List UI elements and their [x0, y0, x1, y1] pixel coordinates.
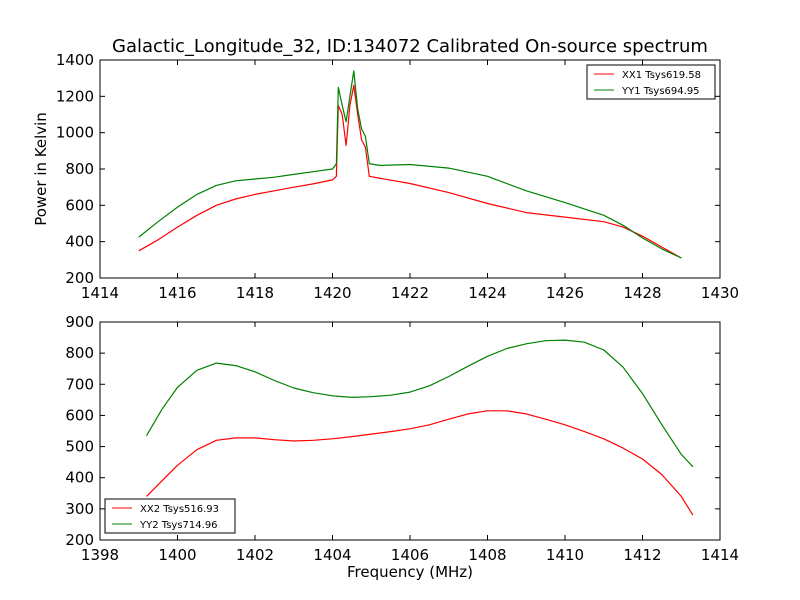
top-plot-x-tick-label: 1418 — [236, 284, 274, 302]
top-plot: Galactic_Longitude_32, ID:134072 Calibra… — [32, 36, 739, 302]
bottom-plot-y-tick-label: 200 — [65, 531, 94, 549]
top-plot-x-tick-label: 1420 — [313, 284, 351, 302]
top-plot-series-line-xx1 — [138, 84, 682, 259]
bottom-plot: 1398 1400 1402 1404 1406 1408 1410 1412 1414 200 3… — [65, 313, 739, 581]
top-plot-y-tick-label: 1200 — [56, 87, 94, 105]
bottom-plot-legend-box — [104, 498, 236, 534]
bottom-plot-ticks-group: 1398 1400 1402 1404 1406 1408 1410 1412 1414 200 3… — [65, 313, 739, 564]
bottom-plot-x-tick-label: 1406 — [391, 546, 429, 564]
bottom-plot-legend-label-xx2: XX2 Tsys516.93 — [140, 504, 219, 515]
top-plot-x-tick-label: 1422 — [391, 284, 429, 302]
top-plot-y-axis-label: Power in Kelvin — [32, 112, 50, 226]
top-plot-ticks-group: 1414 1416 1418 1420 1422 1424 1426 1428 1430 200 4… — [56, 51, 739, 302]
top-plot-y-tick-label: 800 — [65, 160, 94, 178]
bottom-plot-y-tick-label: 300 — [65, 500, 94, 518]
top-plot-x-tick-label: 1416 — [158, 284, 196, 302]
bottom-plot-y-tick-label: 500 — [65, 438, 94, 456]
bottom-plot-x-tick-label: 1414 — [701, 546, 739, 564]
top-plot-x-tick-label: 1426 — [546, 284, 584, 302]
top-plot-title: Galactic_Longitude_32, ID:134072 Calibra… — [112, 36, 708, 57]
top-plot-legend-label-yy1: YY1 Tsys694.95 — [621, 86, 700, 97]
bottom-plot-y-tick-label: 400 — [65, 469, 94, 487]
bottom-plot-legend: XX2 Tsys516.93 YY2 Tsys714.96 — [104, 498, 236, 534]
bottom-plot-y-tick-label: 800 — [65, 344, 94, 362]
bottom-plot-legend-label-yy2: YY2 Tsys714.96 — [139, 520, 218, 531]
bottom-plot-x-tick-label: 1400 — [158, 546, 196, 564]
top-plot-series-line-yy1 — [138, 70, 682, 259]
bottom-plot-y-tick-label: 700 — [65, 375, 94, 393]
top-plot-legend-box — [586, 64, 716, 100]
bottom-plot-series-group — [145, 339, 694, 516]
top-plot-y-tick-label: 200 — [65, 269, 94, 287]
top-plot-y-tick-label: 1000 — [56, 124, 94, 142]
bottom-plot-series-line-xx2 — [146, 410, 694, 516]
top-plot-legend: XX1 Tsys619.58 YY1 Tsys694.95 — [586, 64, 716, 100]
bottom-plot-x-tick-label: 1408 — [468, 546, 506, 564]
top-plot-x-tick-label: 1428 — [623, 284, 661, 302]
bottom-plot-x-axis-label: Frequency (MHz) — [347, 563, 473, 581]
bottom-plot-x-tick-label: 1412 — [623, 546, 661, 564]
bottom-plot-y-tick-label: 900 — [65, 313, 94, 331]
bottom-plot-x-tick-label: 1410 — [546, 546, 584, 564]
top-plot-legend-label-xx1: XX1 Tsys619.58 — [622, 70, 701, 81]
top-plot-y-tick-label: 600 — [65, 196, 94, 214]
top-plot-y-tick-label: 400 — [65, 233, 94, 251]
top-plot-x-tick-label: 1414 — [81, 284, 119, 302]
top-plot-series-group — [138, 70, 682, 259]
top-plot-x-tick-label: 1430 — [701, 284, 739, 302]
bottom-plot-series-line-yy2 — [145, 339, 694, 468]
top-plot-y-tick-label: 1400 — [56, 51, 94, 69]
top-plot-x-tick-label: 1424 — [468, 284, 506, 302]
bottom-plot-x-tick-label: 1398 — [81, 546, 119, 564]
bottom-plot-x-tick-label: 1402 — [236, 546, 274, 564]
bottom-plot-y-tick-label: 600 — [65, 406, 94, 424]
bottom-plot-x-tick-label: 1404 — [313, 546, 351, 564]
